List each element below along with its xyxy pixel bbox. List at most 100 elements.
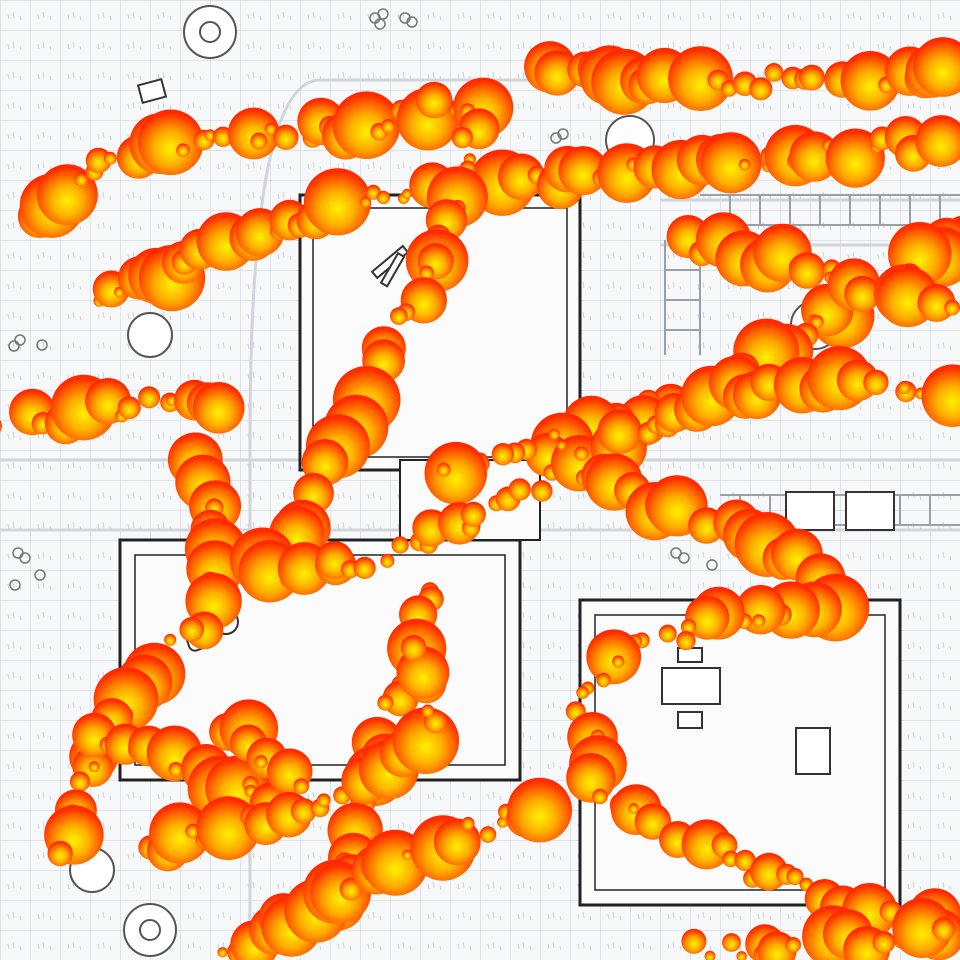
fire-blob (915, 115, 960, 167)
fire-blob (433, 818, 481, 866)
fire-blob (491, 443, 515, 466)
fire-blob (88, 761, 100, 773)
fire-blob (391, 536, 409, 554)
fire-blob (460, 501, 486, 527)
fire-blob (700, 132, 762, 194)
fire-blob (402, 849, 413, 860)
fire-blob (892, 898, 953, 958)
fire-blob (69, 771, 91, 792)
fire-blob (400, 634, 427, 661)
fire-blob (479, 826, 497, 843)
clover-icon (8, 8, 718, 591)
fire-blob (658, 624, 677, 643)
fire-blob (757, 931, 797, 960)
fire-blob (681, 928, 707, 954)
fire-blob (290, 798, 317, 824)
fire-blob (381, 119, 396, 134)
fire-blob (179, 617, 205, 642)
fire-blob (680, 619, 697, 635)
fire-blob (704, 950, 716, 960)
fire-blob (436, 462, 451, 477)
bed-icon (795, 727, 831, 775)
fire-trail-layer (0, 37, 960, 960)
fire-blob (377, 694, 394, 711)
fire-blob (498, 153, 545, 200)
fire-blob (764, 63, 784, 82)
fire-blob (576, 686, 590, 699)
fire-blob (612, 655, 625, 668)
fire-blob (736, 951, 747, 960)
fire-blob (739, 158, 751, 171)
chair-icon (677, 647, 703, 729)
crate-icon (785, 491, 895, 531)
fire-blob (668, 46, 733, 111)
fire-blob (164, 633, 177, 646)
fire-blob (734, 849, 756, 872)
fire-blob (628, 803, 639, 814)
fire-blob (138, 386, 161, 409)
fire-blob (507, 777, 572, 843)
fire-blob (360, 196, 372, 208)
fire-blob (788, 252, 826, 289)
boulder-icon (69, 5, 840, 957)
fire-blob (799, 64, 825, 91)
fire-blob (332, 91, 401, 159)
fire-blob (825, 128, 885, 188)
fire-blob (913, 37, 960, 97)
fire-blob (250, 132, 268, 150)
fire-blob (872, 931, 896, 954)
fire-blob (419, 265, 435, 281)
fire-blob (749, 77, 773, 101)
fire-blob (149, 802, 211, 864)
fire-blob (117, 396, 141, 420)
fire-blob (74, 172, 89, 187)
fire-blob (685, 595, 730, 640)
fire-blob (461, 816, 475, 831)
fire-blob (586, 629, 642, 685)
fire-blob (931, 917, 956, 941)
fire-blob (264, 122, 277, 136)
fire-blob (451, 126, 473, 149)
fire-blob (47, 840, 73, 867)
fire-blob (192, 382, 245, 434)
fire-blob (217, 947, 228, 958)
wood-planks-icon (370, 244, 410, 288)
fire-blob (353, 556, 376, 580)
fire-blob (85, 147, 112, 174)
fire-blob (273, 124, 299, 150)
fire-blob (137, 109, 204, 176)
fire-blob (752, 614, 766, 628)
fire-blob (944, 299, 960, 316)
fire-blob (176, 143, 191, 158)
fire-blob (596, 672, 611, 688)
fire-blob (380, 553, 395, 568)
fire-blob (840, 51, 901, 111)
fire-blob (750, 852, 788, 891)
fire-blob (566, 753, 616, 803)
fire-blob (921, 364, 960, 427)
fire-blob (785, 937, 801, 953)
fire-blob (303, 168, 372, 236)
fire-blob (844, 275, 881, 312)
fire-blob (722, 933, 741, 952)
fire-blob (254, 755, 268, 769)
fire-blob (592, 788, 608, 805)
fire-blob (531, 480, 553, 502)
fire-blob (415, 81, 453, 119)
fire-blob (597, 409, 642, 454)
fire-blob (402, 188, 412, 199)
fire-blob (293, 778, 310, 794)
broken-chair-icon (136, 77, 168, 105)
fire-blob (0, 419, 2, 433)
fire-blob (786, 868, 804, 886)
fire-blob (548, 428, 560, 440)
fire-blob (574, 446, 589, 461)
fire-blob (810, 315, 824, 329)
fire-blob (103, 151, 117, 165)
fire-blob (316, 793, 331, 808)
fire-blob (508, 478, 531, 501)
fire-blob (168, 762, 184, 777)
fire-blob (424, 441, 488, 505)
